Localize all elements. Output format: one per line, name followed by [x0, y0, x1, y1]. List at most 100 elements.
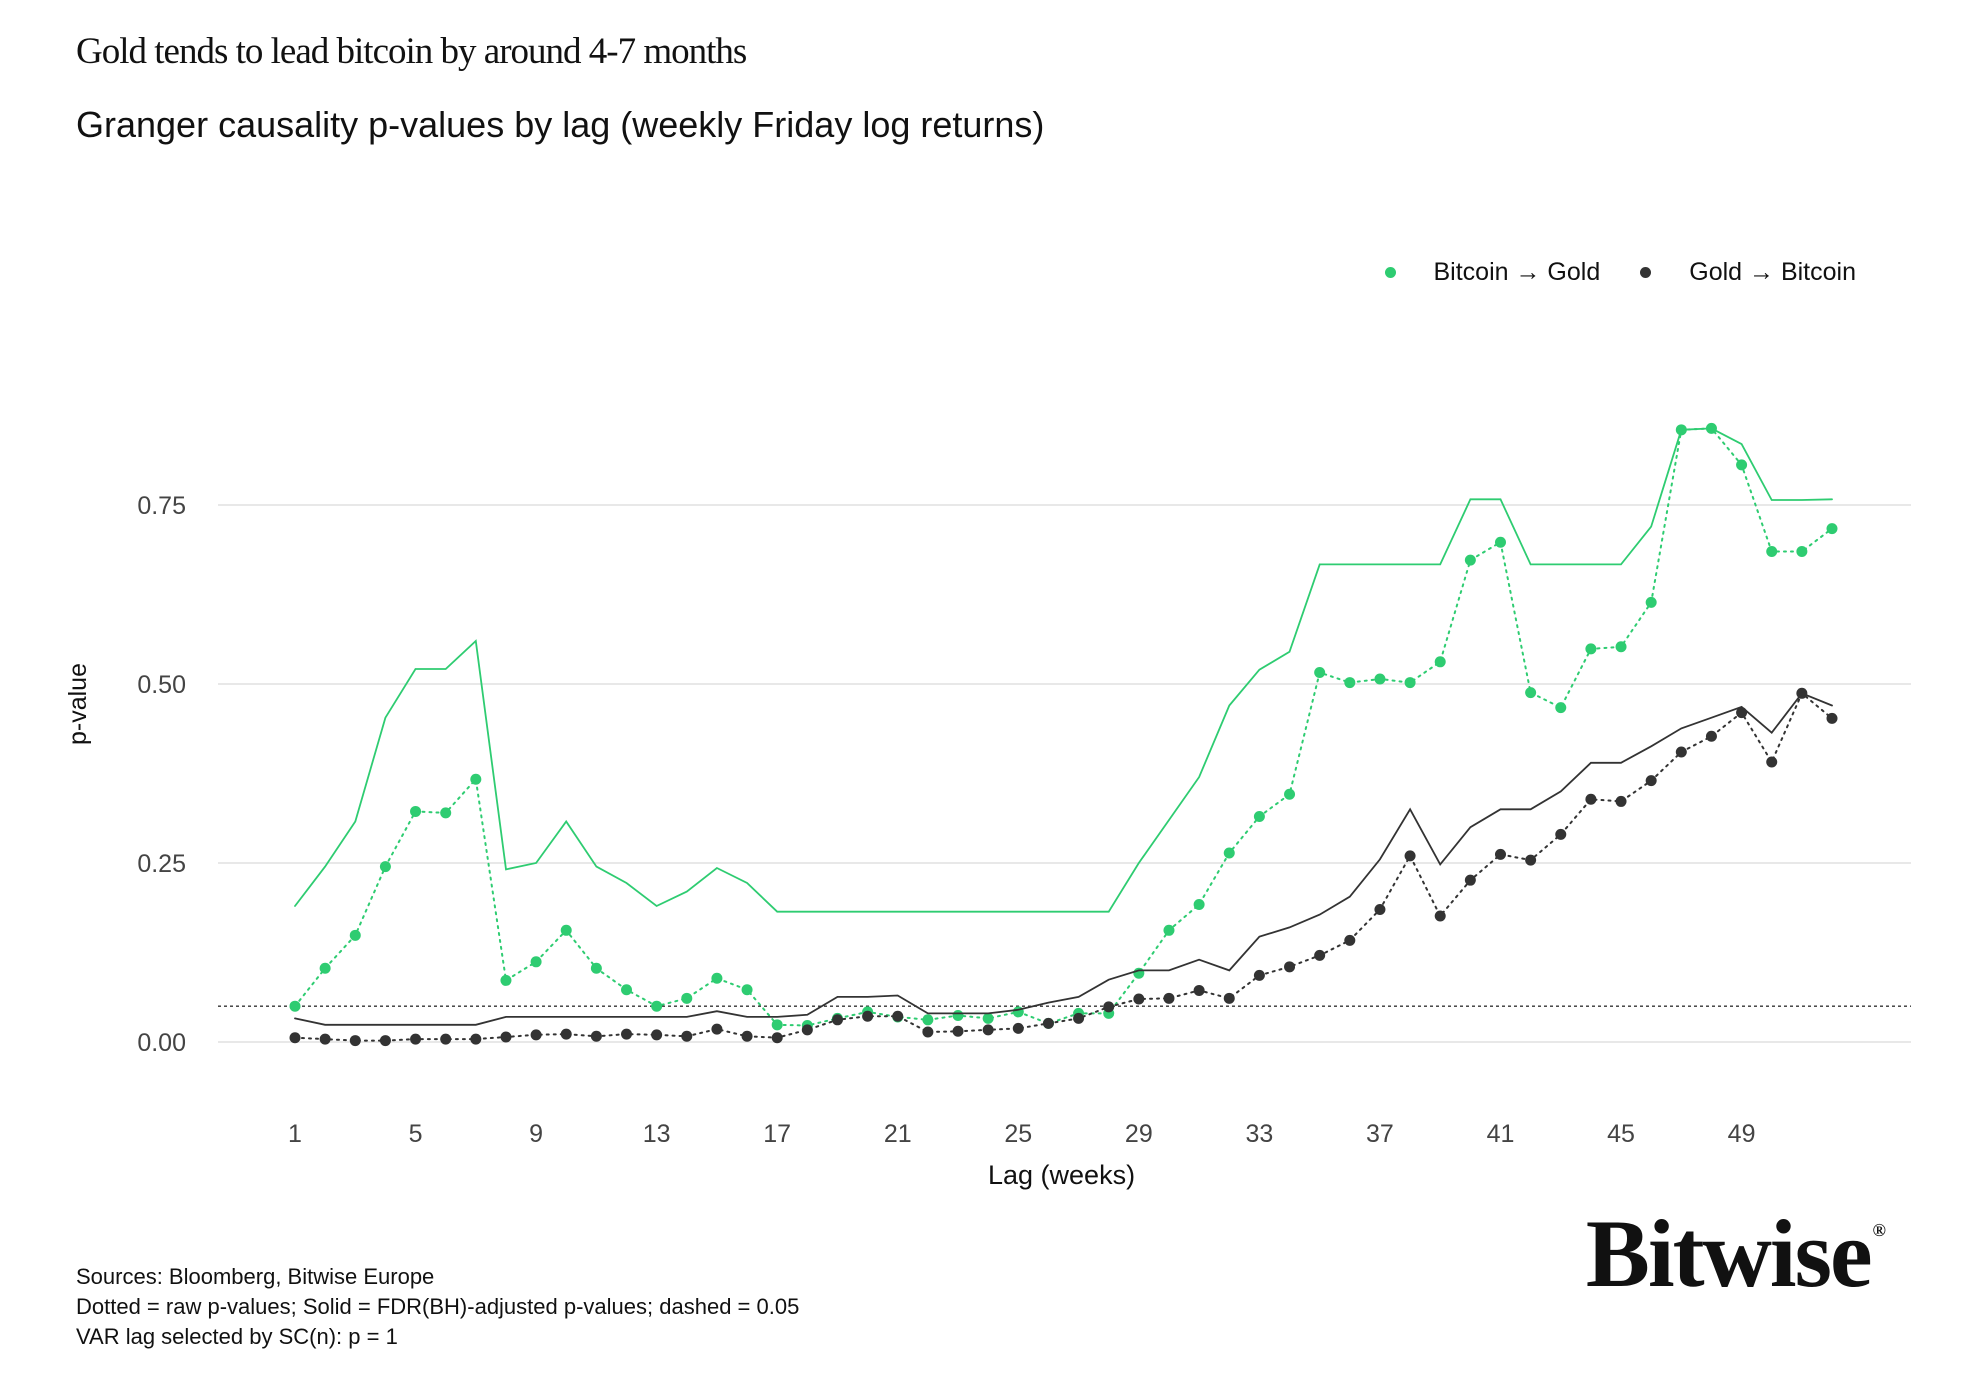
- data-point: [1344, 934, 1356, 946]
- y-axis-label: p-value: [64, 663, 92, 745]
- data-point: [1404, 677, 1416, 689]
- data-point: [470, 1033, 482, 1045]
- data-point: [349, 929, 361, 941]
- data-point: [1103, 1001, 1115, 1013]
- x-tick-label: 1: [288, 1120, 302, 1148]
- data-point: [289, 1000, 301, 1012]
- data-point: [922, 1014, 934, 1026]
- data-point: [1525, 854, 1537, 866]
- logo-text: Bitwise: [1585, 1200, 1873, 1307]
- x-tick-label: 41: [1487, 1120, 1515, 1148]
- x-tick-label: 29: [1125, 1120, 1153, 1148]
- data-point: [1284, 788, 1296, 800]
- data-point: [892, 1010, 904, 1022]
- data-point: [1525, 687, 1537, 699]
- data-point: [771, 1032, 783, 1044]
- data-point: [982, 1012, 994, 1024]
- data-point: [410, 805, 422, 817]
- data-point: [982, 1024, 994, 1036]
- data-point: [1585, 643, 1597, 655]
- data-point: [349, 1035, 361, 1047]
- data-point: [621, 1028, 633, 1040]
- data-point: [1374, 673, 1386, 685]
- bitwise-logo: Bitwise ®: [1585, 1198, 1886, 1309]
- y-tick-label: 0.00: [137, 1029, 186, 1057]
- data-point: [1133, 967, 1145, 979]
- legend-item-gold-bitcoin: Gold → Bitcoin: [1640, 258, 1856, 287]
- data-point: [1826, 523, 1838, 535]
- data-point: [1494, 848, 1506, 860]
- data-point: [1464, 874, 1476, 886]
- x-tick-label: 33: [1245, 1120, 1273, 1148]
- data-point: [1464, 554, 1476, 566]
- series-line-2: [294, 691, 1833, 1042]
- data-point: [801, 1024, 813, 1036]
- data-point: [1645, 596, 1657, 608]
- footnote-sources: Sources: Bloomberg, Bitwise Europe: [76, 1264, 435, 1289]
- data-point: [1736, 459, 1748, 471]
- data-point: [1163, 992, 1175, 1004]
- data-point: [1253, 969, 1265, 981]
- data-point: [1645, 775, 1657, 787]
- legend-label: Gold → Bitcoin: [1689, 258, 1856, 286]
- data-point: [711, 972, 723, 984]
- data-point: [1555, 702, 1567, 714]
- data-point: [1434, 910, 1446, 922]
- data-point: [1042, 1017, 1054, 1029]
- x-tick-label: 37: [1366, 1120, 1394, 1148]
- footnotes: Sources: Bloomberg, Bitwise Europe Dotte…: [76, 1262, 799, 1352]
- x-tick-label: 25: [1004, 1120, 1032, 1148]
- data-point: [1073, 1012, 1085, 1024]
- data-point: [771, 1019, 783, 1031]
- footnote-var-lag: VAR lag selected by SC(n): p = 1: [76, 1324, 398, 1349]
- x-tick-label: 5: [409, 1120, 423, 1148]
- x-tick-label: 45: [1607, 1120, 1635, 1148]
- data-point: [1766, 756, 1778, 768]
- data-point: [831, 1014, 843, 1026]
- data-point: [1494, 536, 1506, 548]
- data-point: [470, 773, 482, 785]
- x-tick-label: 21: [884, 1120, 912, 1148]
- legend-item-bitcoin-gold: Bitcoin → Gold: [1384, 258, 1600, 287]
- data-point: [530, 956, 542, 968]
- data-point: [1374, 904, 1386, 916]
- data-point: [1826, 712, 1838, 724]
- data-point: [681, 1030, 693, 1042]
- data-point: [379, 1035, 391, 1047]
- data-point: [530, 1029, 542, 1041]
- legend-marker-icon: [1640, 267, 1652, 278]
- data-point: [590, 1030, 602, 1042]
- data-point: [1796, 546, 1808, 558]
- data-point: [1223, 847, 1235, 859]
- series-line-3: [294, 692, 1833, 1026]
- data-point: [1193, 899, 1205, 911]
- data-point: [681, 992, 693, 1004]
- chart-title: Gold tends to lead bitcoin by around 4-7…: [76, 31, 747, 72]
- data-point: [319, 962, 331, 974]
- x-tick-label: 9: [529, 1120, 543, 1148]
- data-point: [379, 861, 391, 873]
- data-point: [1434, 656, 1446, 668]
- data-point: [741, 984, 753, 996]
- data-point: [1284, 961, 1296, 973]
- series-line-0: [294, 427, 1833, 1027]
- data-point: [952, 1025, 964, 1037]
- chart-subtitle: Granger causality p-values by lag (weekl…: [76, 104, 1045, 145]
- data-point: [711, 1023, 723, 1035]
- y-tick-label: 0.75: [137, 492, 186, 520]
- data-point: [410, 1033, 422, 1045]
- data-point: [952, 1010, 964, 1022]
- data-point: [319, 1033, 331, 1045]
- data-point: [289, 1032, 301, 1044]
- data-point: [500, 974, 512, 986]
- data-point: [1766, 546, 1778, 558]
- data-point: [1012, 1022, 1024, 1034]
- data-point: [440, 1033, 452, 1045]
- data-point: [1615, 641, 1627, 653]
- data-point: [922, 1026, 934, 1038]
- data-point: [1163, 924, 1175, 936]
- data-point: [1314, 667, 1326, 679]
- data-point: [1193, 984, 1205, 996]
- data-point: [1253, 810, 1265, 822]
